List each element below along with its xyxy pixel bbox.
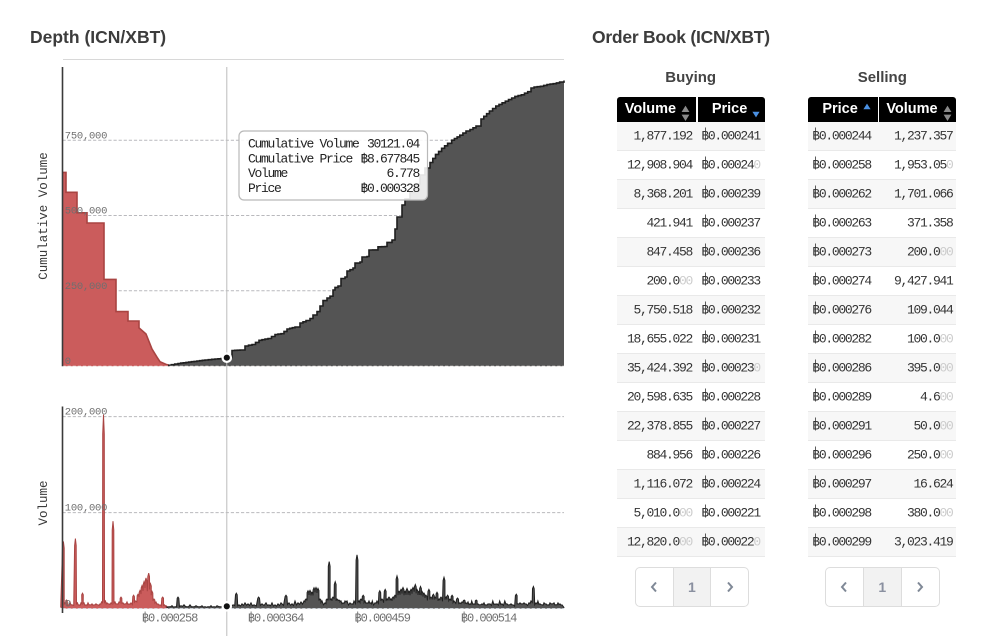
- svg-text:Cumulative Price: Cumulative Price: [248, 151, 353, 166]
- svg-text:B8.677845: B8.677845: [360, 151, 419, 166]
- svg-text:200,000: 200,000: [65, 407, 107, 419]
- svg-text:250,000: 250,000: [65, 281, 107, 293]
- svg-text:B0.000514: B0.000514: [461, 612, 517, 626]
- svg-text:Volume: Volume: [37, 480, 51, 525]
- svg-text:500,000: 500,000: [65, 206, 107, 218]
- svg-text:B0.000364: B0.000364: [248, 612, 304, 626]
- svg-text:B0.000328: B0.000328: [360, 181, 419, 196]
- svg-text:Volume: Volume: [248, 166, 288, 181]
- svg-text:100,000: 100,000: [65, 503, 107, 515]
- svg-text:0: 0: [65, 599, 71, 611]
- svg-text:750,000: 750,000: [65, 130, 107, 142]
- svg-text:Cumulative Volume: Cumulative Volume: [37, 152, 51, 280]
- svg-text:Price: Price: [248, 181, 281, 196]
- svg-text:6.778: 6.778: [386, 166, 419, 181]
- svg-text:0: 0: [65, 356, 71, 368]
- svg-text:Cumulative Volume: Cumulative Volume: [248, 137, 359, 152]
- svg-text:B0.000258: B0.000258: [142, 612, 198, 626]
- svg-text:30121.04: 30121.04: [367, 137, 421, 152]
- svg-text:B0.000459: B0.000459: [355, 612, 411, 626]
